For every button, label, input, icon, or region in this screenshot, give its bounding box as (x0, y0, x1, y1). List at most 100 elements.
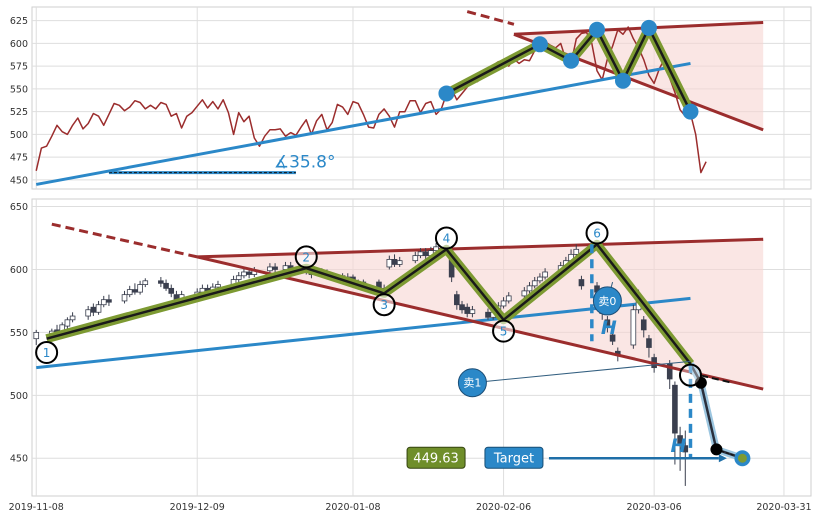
candle-body (132, 289, 138, 293)
candle-body (396, 260, 403, 265)
target-arrowhead (718, 454, 727, 463)
top-pivot-marker (563, 52, 580, 69)
bottom-resistance-line-dashed (51, 222, 198, 259)
candle-body (95, 304, 102, 313)
candle-body (163, 282, 169, 289)
top-pivot-marker (438, 85, 455, 102)
numbered-point-label: 1 (43, 346, 51, 360)
target-label-box (484, 446, 544, 469)
candle-body (267, 266, 273, 272)
numbered-point-circle (492, 319, 516, 343)
candle-body (630, 309, 637, 346)
top-panel-y-tick-label: 625 (10, 16, 28, 27)
top-panel-y-tick-label: 525 (10, 107, 28, 118)
candle-body (391, 259, 398, 265)
target-label-text: Target (493, 452, 534, 467)
candle-body (412, 255, 419, 262)
x-tick-label: 2019-12-09 (170, 502, 225, 513)
candle-body (85, 309, 91, 317)
candle-body (142, 280, 149, 285)
candle-body (241, 271, 247, 277)
top-panel-y-tick-label: 450 (10, 175, 28, 186)
candle-body (417, 251, 424, 257)
top-panel-y-tick-label: 475 (10, 153, 28, 164)
top-pivot-marker (682, 103, 699, 120)
candle-body (682, 445, 689, 453)
candle-body (90, 306, 97, 313)
candle-body (526, 285, 533, 292)
top-resistance-line (513, 20, 764, 36)
candle-body (469, 309, 476, 314)
candle-body (505, 295, 512, 302)
price-label-text: 449.63 (413, 452, 459, 467)
candle-body (640, 319, 647, 331)
top-support-line (35, 61, 691, 186)
projection-point (694, 376, 707, 389)
numbered-point-circle (585, 221, 609, 245)
candle-body (485, 311, 491, 318)
candle-body (604, 319, 611, 327)
numbered-point-label: 6 (593, 226, 601, 240)
candle-body (537, 276, 543, 282)
candle-body (106, 299, 112, 303)
x-tick-label: 2020-02-06 (476, 502, 531, 513)
bubble-arrow (472, 360, 691, 384)
bottom-resistance-line (197, 237, 764, 259)
x-tick-label: 2019-11-08 (9, 502, 64, 513)
candle-body (137, 284, 143, 293)
candle-body (521, 290, 528, 297)
numbered-point-circle (678, 363, 702, 387)
x-tick-label: 2020-03-06 (627, 502, 682, 513)
candle-body (542, 271, 548, 278)
top-panel-y-tick-label: 550 (10, 84, 28, 95)
h-marker-label: H (670, 435, 686, 457)
bottom-panel-y-tick-label: 650 (10, 202, 28, 213)
numbered-point-circle (35, 341, 59, 365)
numbered-point-circle (372, 293, 396, 317)
bubble-label: 卖1 (463, 377, 481, 390)
x-tick-label: 2020-01-08 (325, 502, 380, 513)
candle-body (578, 279, 585, 287)
numbered-point-circle (434, 226, 458, 250)
top-price-line (35, 26, 707, 174)
h-marker-label: H (601, 317, 617, 339)
top-pivot-marker (589, 21, 606, 38)
bubble-label: 卖0 (598, 295, 616, 308)
candle-body (646, 338, 652, 348)
bubble-circle (457, 368, 487, 398)
numbered-point-label: 2 (302, 250, 310, 264)
candle-body (459, 304, 465, 311)
projection-end-inner (737, 453, 747, 463)
candle-body (573, 248, 580, 255)
falling-line-extension (690, 372, 733, 384)
numbered-point-label: 4 (443, 232, 451, 246)
candle-body (531, 280, 538, 287)
candle-body (672, 384, 678, 434)
candle-body (121, 294, 128, 302)
top-pivot-marker (640, 19, 657, 36)
candle-body (215, 284, 221, 288)
candle-body (69, 315, 76, 321)
top-pivot-marker (614, 72, 631, 89)
candle-body (386, 259, 393, 268)
candle-body (235, 275, 242, 280)
candle-body (677, 435, 683, 447)
price-label-box (406, 446, 466, 469)
candle-body (168, 287, 175, 294)
bottom-panel-y-tick-label: 500 (10, 391, 28, 402)
candle-body (272, 266, 278, 270)
top-resistance-line-dashed (466, 10, 515, 26)
candle-body (500, 300, 507, 307)
candle-body (100, 299, 107, 306)
candle-body (33, 331, 40, 340)
numbered-point-circle (294, 245, 318, 269)
bottom-panel-y-tick-label: 450 (10, 454, 28, 465)
candle-body (464, 306, 471, 314)
candle-body (609, 334, 616, 342)
numbered-point-label: 5 (500, 325, 508, 339)
projection-line (689, 363, 743, 460)
numbered-point-label: 3 (380, 298, 388, 312)
candle-body (64, 319, 71, 327)
